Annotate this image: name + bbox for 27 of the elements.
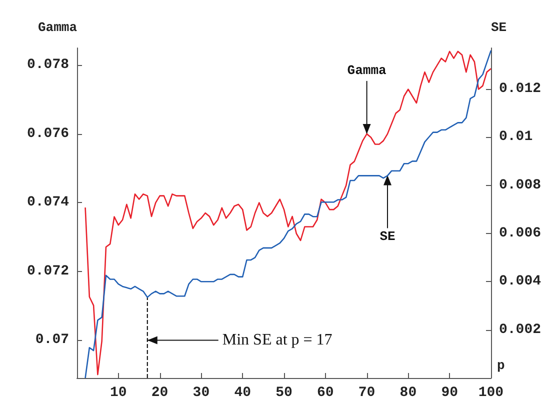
y-tick-label: 0.074 [26,194,69,211]
y2-tick-label: 0.008 [498,177,542,194]
x-tick-label: 100 [478,385,504,401]
y2-tick-label: 0.002 [498,322,542,338]
y2-tick-label: 0.004 [498,274,542,290]
x-tick-label: 30 [192,385,210,401]
x-tick-label: 50 [276,385,292,401]
y2-tick-label: 0.006 [498,225,542,242]
x-tick-label: 60 [316,385,334,401]
y-tick-label: 0.072 [26,263,69,280]
x-tick-label: 80 [400,385,417,401]
y-axis-title: Gamma [38,20,78,35]
x-tick-label: 40 [234,385,252,401]
y2-tick-label: 0.012 [498,80,542,97]
x-tick-label: 20 [151,385,168,401]
annotation: SE [380,229,396,244]
y-tick-label: 0.078 [26,57,69,74]
x-axis-title: p [496,358,505,373]
x-tick-label: 70 [358,385,376,401]
annotation: Gamma [347,62,386,78]
y2-axis-title: SE [490,20,507,35]
y-tick-label: 0.076 [26,126,69,142]
annotation: Min SE at p = 17 [222,332,332,349]
y2-tick-label: 0.01 [498,129,533,146]
x-tick-label: 90 [441,385,458,401]
y-tick-label: 0.07 [35,332,69,348]
x-tick-label: 10 [110,385,127,401]
